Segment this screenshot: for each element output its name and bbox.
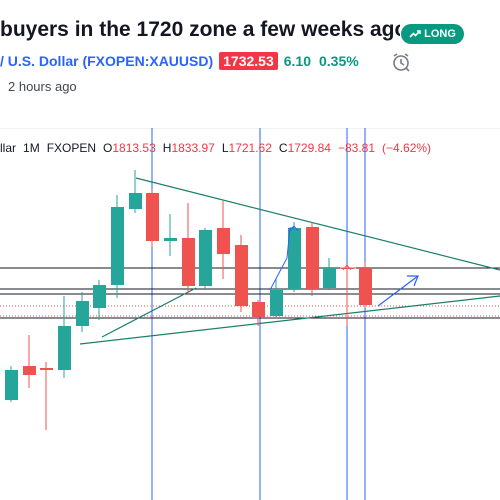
clock-icon[interactable] xyxy=(391,51,413,73)
legend-exchange: FXOPEN xyxy=(46,141,97,155)
candle xyxy=(217,201,230,279)
candle xyxy=(5,366,18,402)
legend-low-label: L xyxy=(221,141,229,155)
candle xyxy=(182,203,195,295)
trending-up-icon xyxy=(409,30,421,38)
legend-low-value: 1721.62 xyxy=(228,141,272,155)
candle xyxy=(164,214,177,256)
projection-arrow xyxy=(269,225,299,291)
candle xyxy=(252,300,265,326)
trend-line-lower xyxy=(79,295,500,345)
legend-close-label: C xyxy=(278,141,288,155)
symbol-row: / U.S. Dollar (FXOPEN:XAUUSD) 1732.53 6.… xyxy=(0,51,500,71)
price-change-percent: 0.35% xyxy=(319,53,359,69)
candle xyxy=(146,190,159,247)
candle xyxy=(341,266,354,326)
legend-high-label: H xyxy=(162,141,172,155)
long-badge[interactable]: LONG xyxy=(401,24,464,44)
candle xyxy=(288,222,301,292)
price-chart[interactable] xyxy=(0,128,500,500)
projection-arrow xyxy=(340,264,356,271)
ohlc-legend: llar 1M FXOPEN O 1813.53 H 1833.97 L 172… xyxy=(0,140,500,156)
candle xyxy=(23,335,36,388)
candle xyxy=(359,262,372,308)
symbol-link[interactable]: / U.S. Dollar (FXOPEN:XAUUSD) xyxy=(0,53,214,69)
candle xyxy=(129,170,142,213)
candle xyxy=(76,292,89,332)
candle xyxy=(199,228,212,290)
candle xyxy=(270,279,283,318)
legend-open-value: 1813.53 xyxy=(112,141,156,155)
published-time: 2 hours ago xyxy=(8,79,77,94)
legend-change-percent: (−4.62%) xyxy=(382,141,432,155)
trend-line-upper xyxy=(135,177,500,271)
candle xyxy=(323,258,336,290)
candle xyxy=(40,362,53,430)
price-change: 6.10 xyxy=(283,53,311,69)
candle xyxy=(93,280,106,320)
candles xyxy=(5,170,372,430)
trend-line-inner xyxy=(101,287,197,338)
candle xyxy=(111,195,124,298)
legend-interval[interactable]: 1M xyxy=(23,141,40,155)
price-badge: 1732.53 xyxy=(219,52,278,70)
legend-open-label: O xyxy=(103,141,113,155)
legend-change: −83.81 xyxy=(337,141,376,155)
legend-high-value: 1833.97 xyxy=(171,141,215,155)
legend-close-value: 1729.84 xyxy=(287,141,331,155)
idea-title: buyers in the 1720 zone a few weeks ago. xyxy=(0,18,400,41)
candle xyxy=(306,222,319,296)
long-badge-label: LONG xyxy=(424,28,456,40)
projection-arrow xyxy=(377,275,419,307)
candle xyxy=(235,235,248,312)
legend-symbol: llar xyxy=(0,141,17,155)
candle xyxy=(58,296,71,378)
